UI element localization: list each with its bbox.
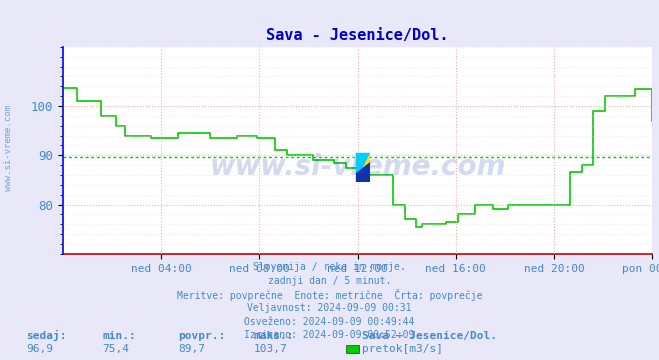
Text: Meritve: povprečne  Enote: metrične  Črta: povprečje: Meritve: povprečne Enote: metrične Črta:… [177, 289, 482, 301]
Text: 89,7: 89,7 [178, 343, 205, 354]
Text: Veljavnost: 2024-09-09 00:31: Veljavnost: 2024-09-09 00:31 [247, 303, 412, 313]
Text: Sava – Jesenice/Dol.: Sava – Jesenice/Dol. [362, 331, 498, 341]
Text: Osveženo: 2024-09-09 00:49:44: Osveženo: 2024-09-09 00:49:44 [244, 317, 415, 327]
Polygon shape [356, 153, 370, 182]
Polygon shape [356, 153, 370, 182]
Text: min.:: min.: [102, 331, 136, 341]
Text: povpr.:: povpr.: [178, 331, 225, 341]
Text: www.si-vreme.com: www.si-vreme.com [4, 105, 13, 190]
Text: maks.:: maks.: [254, 331, 294, 341]
Text: www.si-vreme.com: www.si-vreme.com [210, 153, 505, 181]
Title: Sava - Jesenice/Dol.: Sava - Jesenice/Dol. [266, 28, 449, 43]
Text: 96,9: 96,9 [26, 343, 53, 354]
Text: zadnji dan / 5 minut.: zadnji dan / 5 minut. [268, 276, 391, 286]
Polygon shape [356, 162, 370, 182]
Text: sedaj:: sedaj: [26, 330, 67, 341]
Text: 75,4: 75,4 [102, 343, 129, 354]
Text: pretok[m3/s]: pretok[m3/s] [362, 343, 444, 354]
Text: 103,7: 103,7 [254, 343, 287, 354]
Text: Slovenija / reke in morje.: Slovenija / reke in morje. [253, 262, 406, 272]
Text: Izrisano: 2024-09-09 00:52:09: Izrisano: 2024-09-09 00:52:09 [244, 330, 415, 341]
